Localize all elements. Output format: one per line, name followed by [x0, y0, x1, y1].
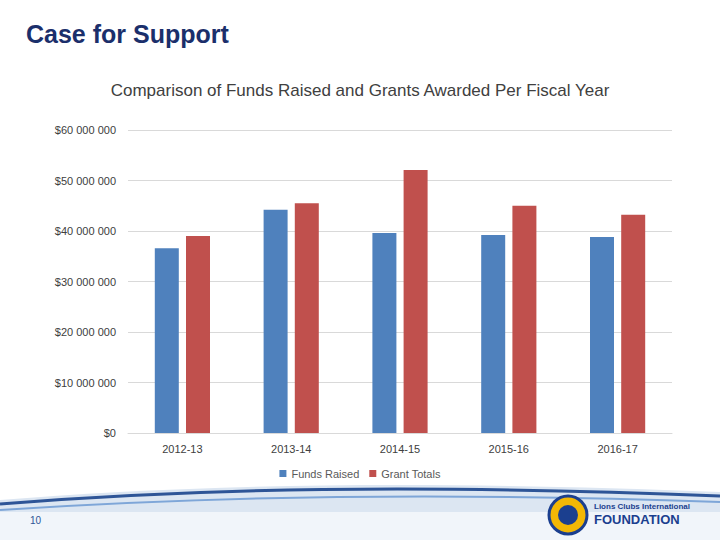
- svg-text:$30 000 000: $30 000 000: [55, 276, 116, 288]
- svg-text:2014-15: 2014-15: [380, 443, 420, 455]
- svg-text:Lions Clubs International: Lions Clubs International: [594, 502, 690, 511]
- svg-text:2013-14: 2013-14: [271, 443, 311, 455]
- svg-text:2012-13: 2012-13: [162, 443, 202, 455]
- svg-text:Grant Totals: Grant Totals: [381, 468, 441, 480]
- svg-text:10: 10: [30, 515, 42, 526]
- svg-text:Comparison of Funds Raised and: Comparison of Funds Raised and Grants Aw…: [111, 81, 610, 100]
- svg-text:2015-16: 2015-16: [489, 443, 529, 455]
- svg-text:$60 000 000: $60 000 000: [55, 124, 116, 136]
- svg-text:$0: $0: [104, 427, 116, 439]
- svg-text:$10 000 000: $10 000 000: [55, 377, 116, 389]
- html-text:Case for Support: Case for Support: [26, 20, 229, 48]
- svg-text:FOUNDATION: FOUNDATION: [594, 512, 680, 527]
- svg-text:Funds Raised: Funds Raised: [291, 468, 359, 480]
- svg-text:$50 000 000: $50 000 000: [55, 175, 116, 187]
- svg-text:2016-17: 2016-17: [597, 443, 637, 455]
- svg-text:$20 000 000: $20 000 000: [55, 326, 116, 338]
- svg-text:$40 000 000: $40 000 000: [55, 225, 116, 237]
